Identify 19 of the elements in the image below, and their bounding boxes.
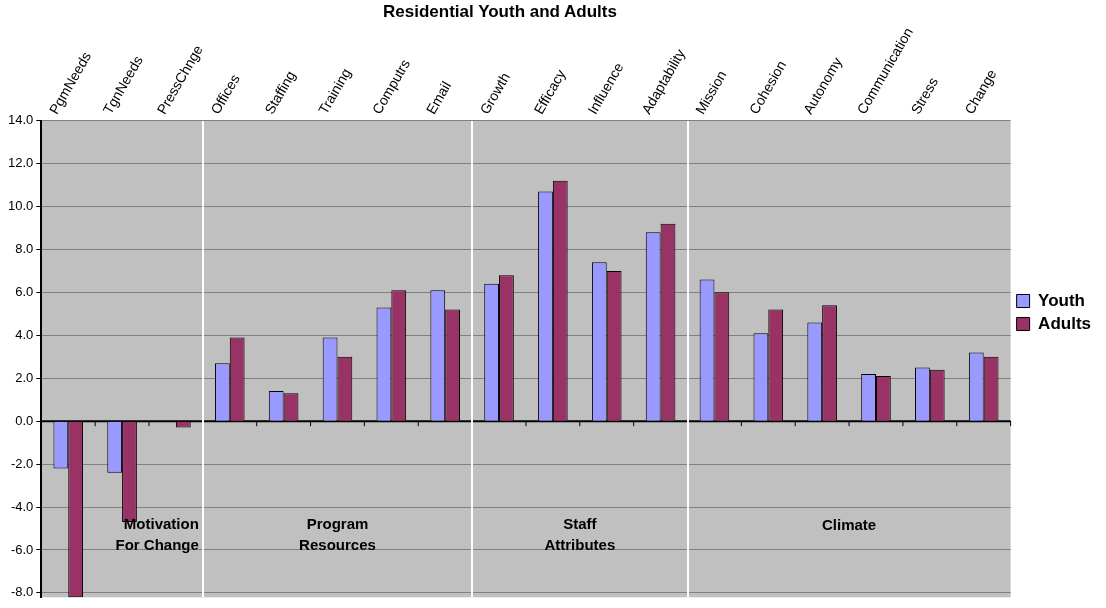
annotation: Program Resources xyxy=(299,514,376,553)
y-tick-label: 8.0 xyxy=(15,241,34,257)
y-tick-label: -8.0 xyxy=(10,584,34,600)
y-tick-label: 6.0 xyxy=(15,283,34,299)
annotation: Climate xyxy=(821,516,877,534)
y-tick-label: 12.0 xyxy=(7,155,34,171)
legend-label: Adults xyxy=(1038,313,1092,333)
y-tick-label: 2.0 xyxy=(15,369,34,385)
chart-title: Residential Youth and Adults xyxy=(382,2,618,22)
y-tick-label: -4.0 xyxy=(10,498,34,514)
y-tick-label: 0.0 xyxy=(15,412,34,428)
annotation: Motivation For Change xyxy=(115,514,199,553)
y-tick-label: 10.0 xyxy=(7,198,34,214)
annotation: Staff Attributes xyxy=(544,514,616,553)
y-tick-label: -2.0 xyxy=(10,455,34,471)
legend-label: Youth xyxy=(1038,290,1086,310)
y-tick-label: 4.0 xyxy=(15,326,34,342)
y-tick-label: -6.0 xyxy=(10,541,34,557)
y-tick-label: 14.0 xyxy=(7,112,34,128)
